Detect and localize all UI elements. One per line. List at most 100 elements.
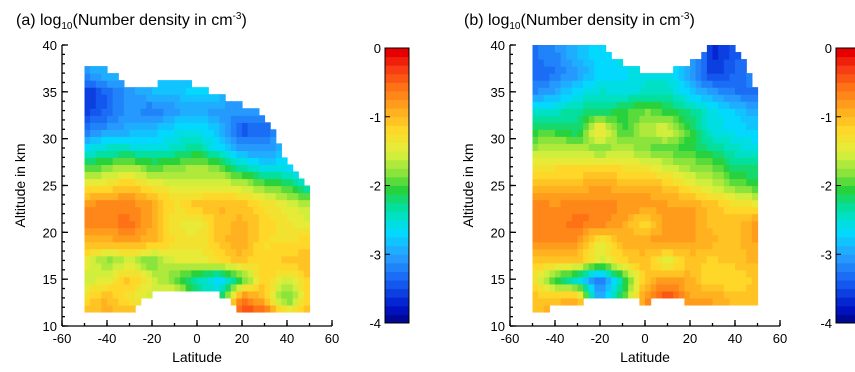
heatmap-cell: [298, 249, 304, 257]
heatmap-cell: [594, 291, 600, 299]
heatmap-cell: [707, 277, 713, 285]
heatmap-cell: [203, 200, 209, 208]
heatmap-cell: [600, 256, 606, 264]
heatmap-cell: [718, 256, 724, 264]
heatmap-cell: [589, 270, 595, 278]
heatmap-cell: [623, 221, 629, 229]
heatmap-cell: [578, 136, 584, 144]
heatmap-cell: [180, 249, 186, 257]
heatmap-cell: [113, 94, 119, 102]
heatmap-cell: [124, 87, 130, 95]
heatmap-cell: [701, 73, 707, 81]
heatmap-cell: [141, 256, 147, 264]
heatmap-cell: [146, 277, 152, 285]
heatmap-cell: [566, 207, 572, 215]
colorbar-segment: [385, 177, 409, 186]
heatmap-cell: [276, 228, 282, 236]
heatmap-cell: [713, 94, 719, 102]
heatmap-cell: [214, 164, 220, 172]
heatmap-cell: [735, 228, 741, 236]
heatmap-cell: [549, 249, 555, 257]
heatmap-cell: [96, 94, 102, 102]
colorbar-segment: [836, 143, 855, 152]
heatmap-cell: [538, 277, 544, 285]
heatmap-cell: [690, 207, 696, 215]
heatmap-cell: [533, 94, 539, 102]
heatmap-cell: [544, 221, 550, 229]
heatmap-cell: [304, 193, 310, 201]
heatmap-cell: [696, 101, 702, 109]
heatmap-cell: [668, 164, 674, 172]
heatmap-cell: [662, 270, 668, 278]
heatmap-cell: [656, 101, 662, 109]
heatmap-cell: [107, 298, 113, 306]
heatmap-cell: [623, 164, 629, 172]
heatmap-cell: [265, 200, 271, 208]
heatmap-cell: [85, 157, 91, 165]
heatmap-cell: [101, 214, 107, 222]
heatmap-cell: [639, 122, 645, 130]
heatmap-cell: [242, 129, 248, 137]
heatmap-cell: [175, 249, 181, 257]
heatmap-cell: [628, 214, 634, 222]
heatmap-cell: [651, 214, 657, 222]
heatmap-cell: [684, 164, 690, 172]
heatmap-cell: [236, 171, 242, 179]
heatmap-cell: [645, 178, 651, 186]
heatmap-cell: [606, 80, 612, 88]
heatmap-cell: [101, 129, 107, 137]
heatmap-cell: [101, 277, 107, 285]
heatmap-cell: [713, 87, 719, 95]
heatmap-cell: [701, 178, 707, 186]
heatmap-cell: [589, 207, 595, 215]
heatmap-cell: [628, 80, 634, 88]
heatmap-cell: [752, 101, 758, 109]
heatmap-cell: [741, 193, 747, 201]
colorbar-segment: [385, 65, 409, 74]
heatmap-cell: [169, 80, 175, 88]
heatmap-cell: [589, 73, 595, 81]
heatmap-cell: [724, 73, 730, 81]
heatmap-cell: [684, 277, 690, 285]
heatmap-cell: [701, 186, 707, 194]
heatmap-cell: [281, 249, 287, 257]
heatmap-cell: [634, 178, 640, 186]
heatmap-cell: [572, 66, 578, 74]
heatmap-cell: [645, 263, 651, 271]
heatmap-cell: [135, 214, 141, 222]
heatmap-cell: [645, 129, 651, 137]
heatmap-cell: [628, 143, 634, 151]
heatmap-cell: [634, 115, 640, 123]
heatmap-cell: [85, 171, 91, 179]
heatmap-cell: [735, 256, 741, 264]
heatmap-cell: [566, 87, 572, 95]
heatmap-cell: [594, 228, 600, 236]
heatmap-cell: [236, 115, 242, 123]
heatmap-cell: [746, 157, 752, 165]
heatmap-cell: [208, 200, 214, 208]
heatmap-cell: [724, 87, 730, 95]
heatmap-cell: [293, 186, 299, 194]
y-tick-label: 15: [491, 272, 505, 287]
heatmap-cell: [555, 242, 561, 250]
heatmap-cell: [673, 291, 679, 299]
heatmap-cell: [259, 256, 265, 264]
heatmap-cell: [186, 256, 192, 264]
heatmap-cell: [690, 178, 696, 186]
heatmap-cell: [231, 242, 237, 250]
heatmap-cell: [713, 298, 719, 306]
heatmap-cell: [130, 193, 136, 201]
heatmap-cell: [724, 193, 730, 201]
heatmap-cell: [561, 115, 567, 123]
heatmap-cell: [639, 136, 645, 144]
heatmap-cell: [729, 291, 735, 299]
heatmap-cell: [158, 235, 164, 243]
heatmap-cell: [713, 228, 719, 236]
heatmap-cell: [281, 186, 287, 194]
heatmap-cell: [724, 291, 730, 299]
heatmap-cell: [225, 228, 231, 236]
heatmap-cell: [611, 200, 617, 208]
heatmap-cell: [639, 129, 645, 137]
heatmap-cell: [606, 263, 612, 271]
heatmap-cell: [707, 136, 713, 144]
